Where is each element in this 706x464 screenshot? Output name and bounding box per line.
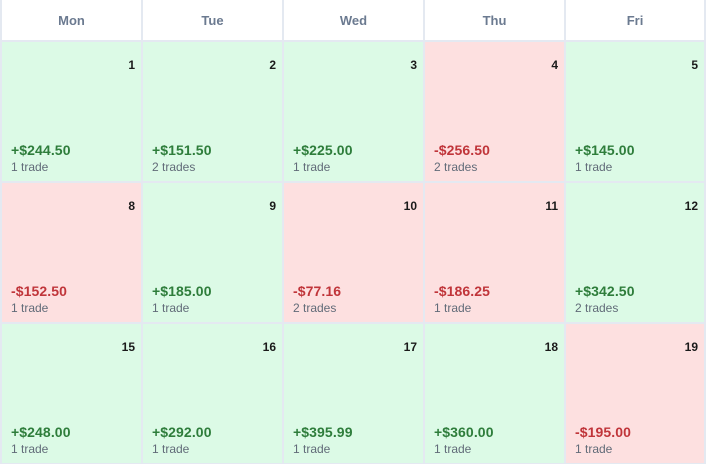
day-pnl: -$152.50: [11, 283, 68, 299]
day-cell[interactable]: 5 +$145.00 1 trade: [566, 42, 704, 181]
day-number: 11: [545, 199, 558, 213]
day-cell[interactable]: 15 +$248.00 1 trade: [2, 324, 141, 463]
day-pnl: +$360.00: [434, 424, 494, 440]
day-trade-count: 1 trade: [11, 442, 49, 456]
day-trade-count: 1 trade: [434, 442, 472, 456]
day-cell[interactable]: 3 +$225.00 1 trade: [284, 42, 423, 181]
day-cell[interactable]: 4 -$256.50 2 trades: [425, 42, 564, 181]
day-number: 5: [691, 58, 698, 72]
day-number: 12: [684, 199, 698, 213]
day-pnl: +$248.00: [11, 424, 71, 440]
day-pnl: +$151.50: [152, 142, 212, 158]
day-number: 17: [403, 340, 417, 354]
day-trade-count: 1 trade: [575, 160, 613, 174]
day-number: 16: [262, 340, 276, 354]
day-trade-count: 1 trade: [11, 301, 49, 315]
weekday-header-thu: Thu: [425, 0, 564, 40]
day-trade-count: 1 trade: [11, 160, 49, 174]
day-cell[interactable]: 1 +$244.50 1 trade: [2, 42, 141, 181]
day-number: 3: [410, 58, 417, 72]
day-cell[interactable]: 9 +$185.00 1 trade: [143, 183, 282, 322]
weekday-header-fri: Fri: [566, 0, 704, 40]
weekday-header-mon: Mon: [2, 0, 141, 40]
day-cell[interactable]: 19 -$195.00 1 trade: [566, 324, 704, 463]
day-number: 1: [128, 58, 135, 72]
day-number: 10: [403, 199, 417, 213]
day-number: 4: [551, 58, 558, 72]
day-trade-count: 1 trade: [293, 442, 331, 456]
day-number: 19: [684, 340, 698, 354]
day-number: 2: [269, 58, 276, 72]
day-pnl: +$225.00: [293, 142, 353, 158]
day-pnl: +$292.00: [152, 424, 212, 440]
day-pnl: +$244.50: [11, 142, 71, 158]
day-cell[interactable]: 2 +$151.50 2 trades: [143, 42, 282, 181]
day-pnl: -$77.16: [293, 283, 342, 299]
day-pnl: +$342.50: [575, 283, 635, 299]
day-cell[interactable]: 10 -$77.16 2 trades: [284, 183, 423, 322]
day-number: 18: [544, 340, 558, 354]
day-number: 15: [121, 340, 135, 354]
day-pnl: +$395.99: [293, 424, 353, 440]
day-trade-count: 1 trade: [152, 442, 190, 456]
weekday-header-wed: Wed: [284, 0, 423, 40]
day-cell[interactable]: 16 +$292.00 1 trade: [143, 324, 282, 463]
day-cell[interactable]: 11 -$186.25 1 trade: [425, 183, 564, 322]
day-trade-count: 1 trade: [152, 301, 190, 315]
day-pnl: -$195.00: [575, 424, 632, 440]
day-trade-count: 1 trade: [575, 442, 613, 456]
day-trade-count: 2 trades: [293, 301, 337, 315]
day-trade-count: 2 trades: [152, 160, 196, 174]
day-number: 9: [269, 199, 276, 213]
day-trade-count: 2 trades: [575, 301, 619, 315]
weekday-header-tue: Tue: [143, 0, 282, 40]
day-cell[interactable]: 8 -$152.50 1 trade: [2, 183, 141, 322]
day-pnl: +$145.00: [575, 142, 635, 158]
day-trade-count: 1 trade: [434, 301, 472, 315]
day-pnl: -$186.25: [434, 283, 491, 299]
day-pnl: -$256.50: [434, 142, 491, 158]
day-cell[interactable]: 17 +$395.99 1 trade: [284, 324, 423, 463]
day-trade-count: 1 trade: [293, 160, 331, 174]
day-cell[interactable]: 12 +$342.50 2 trades: [566, 183, 704, 322]
day-cell[interactable]: 18 +$360.00 1 trade: [425, 324, 564, 463]
day-pnl: +$185.00: [152, 283, 212, 299]
day-trade-count: 2 trades: [434, 160, 478, 174]
day-number: 8: [128, 199, 135, 213]
